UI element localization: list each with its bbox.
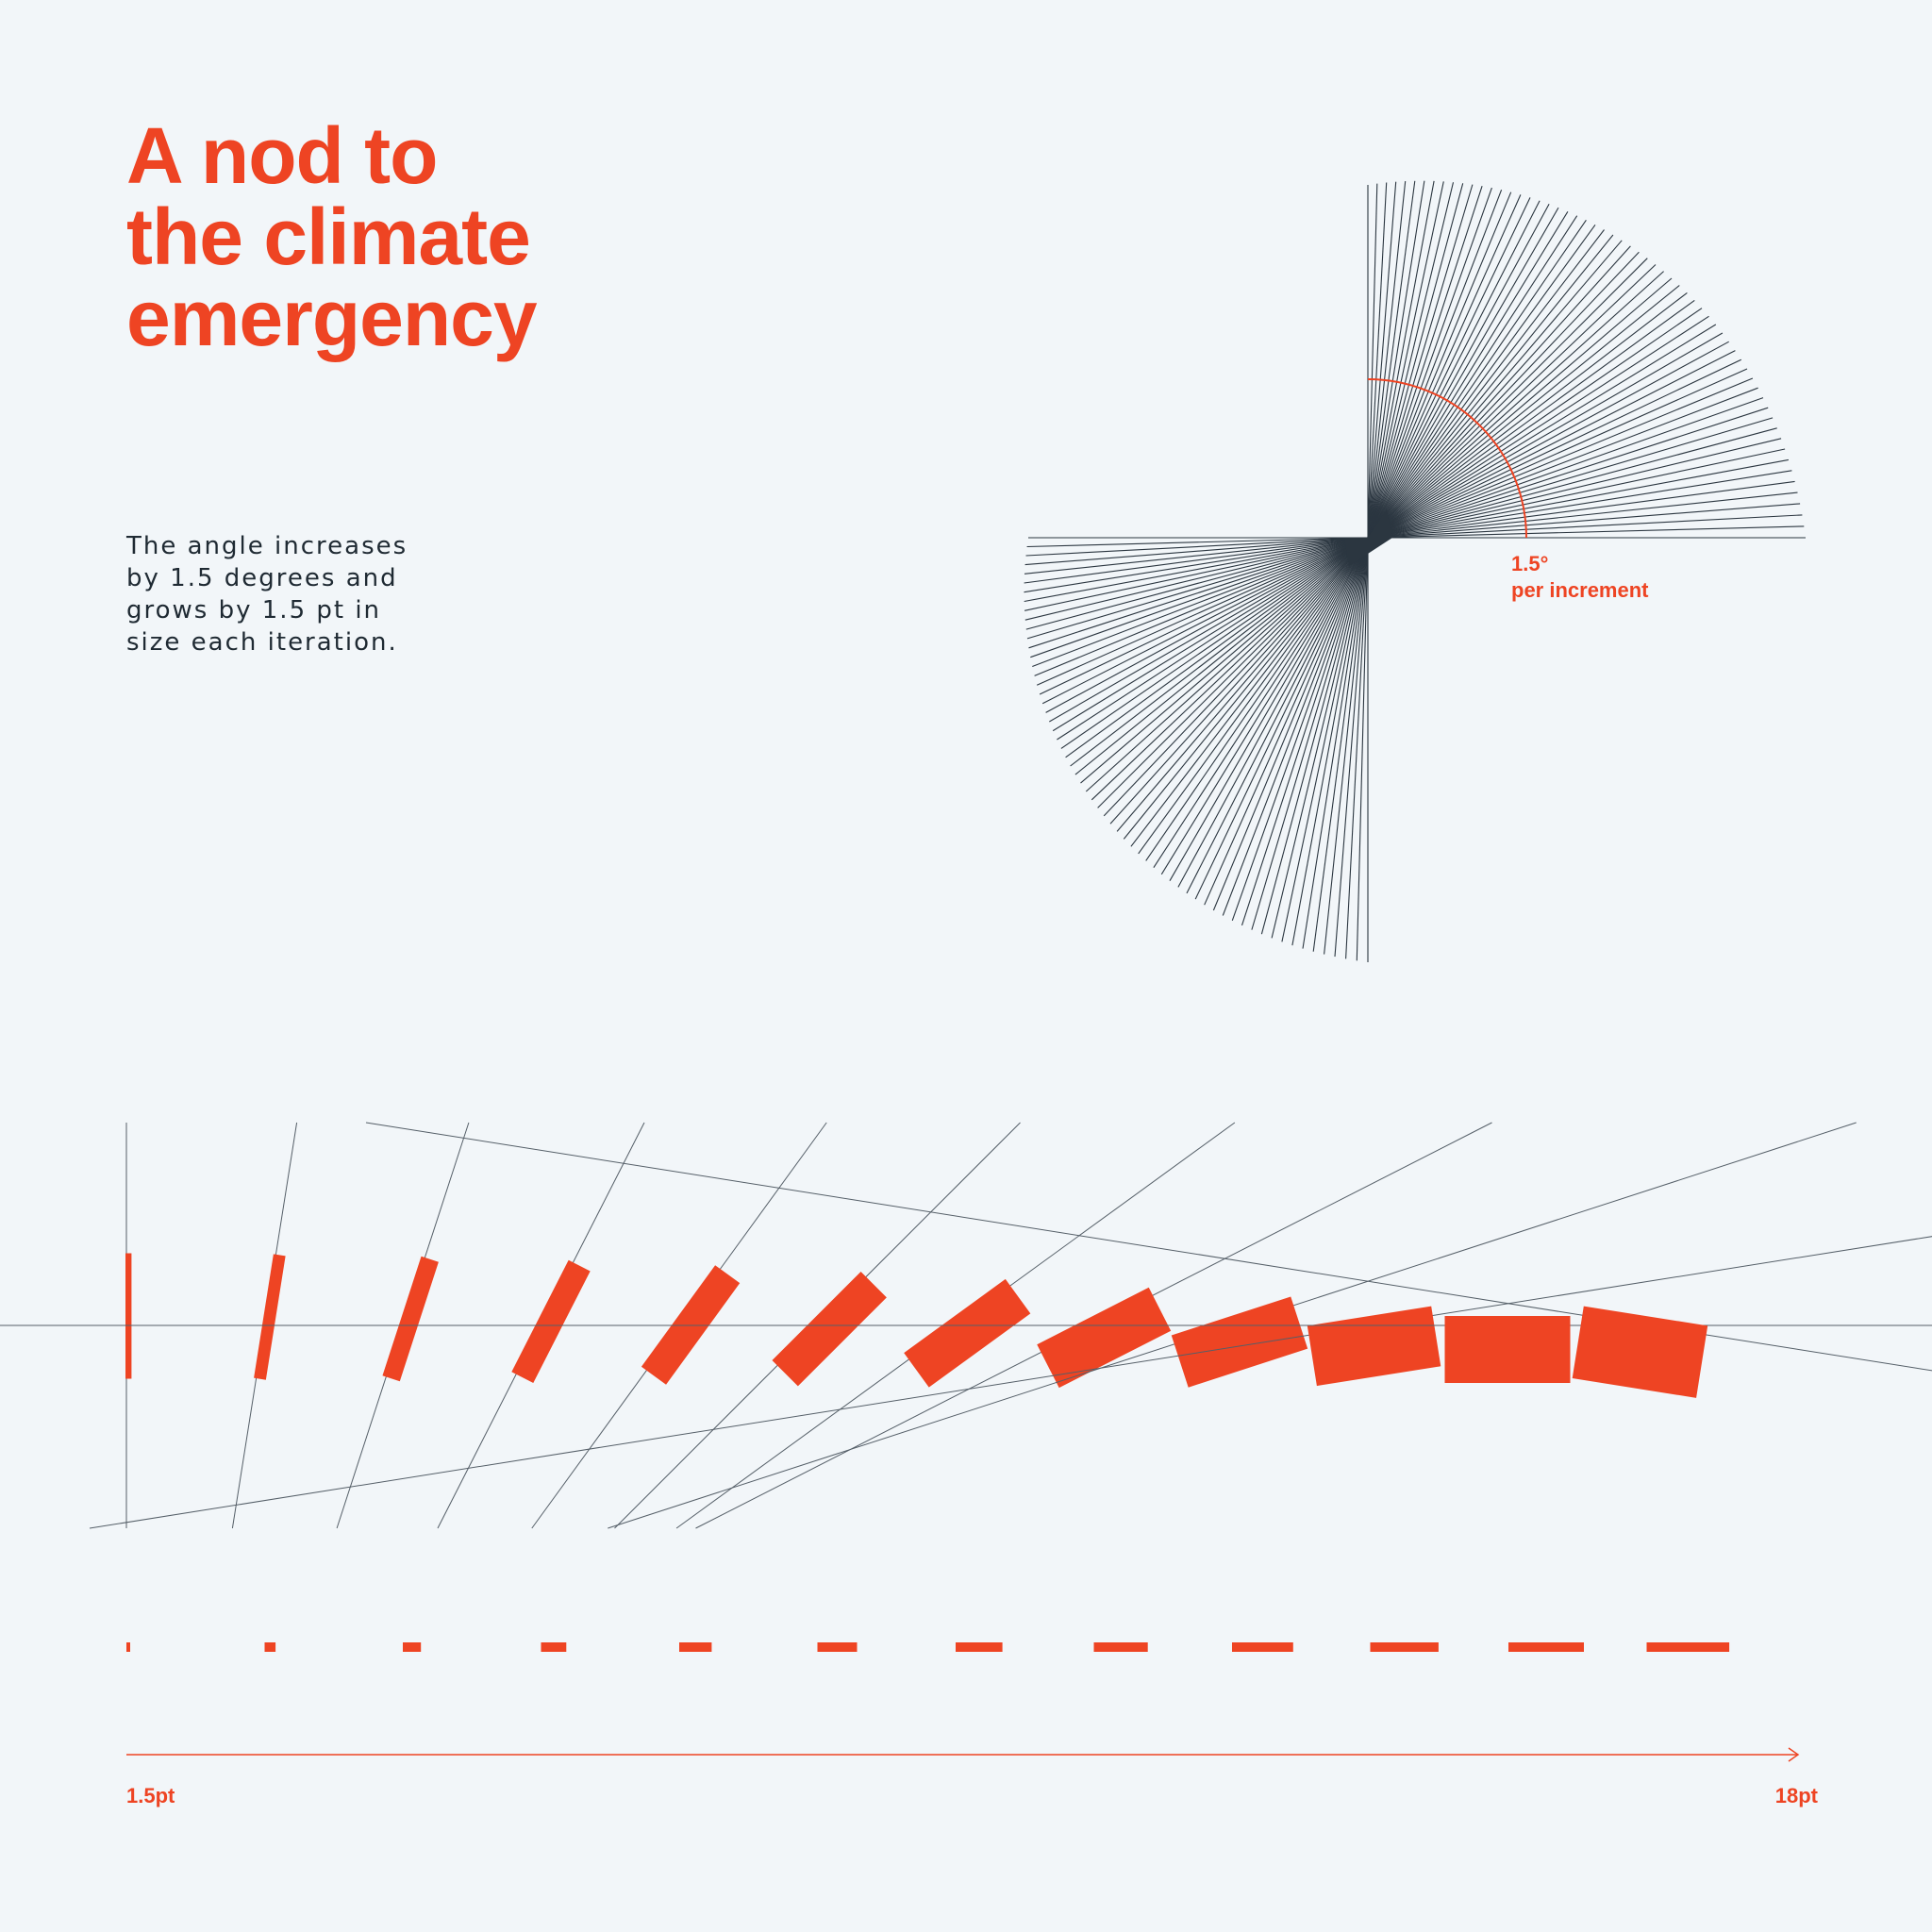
step-rectangle	[125, 1253, 132, 1379]
step-rectangle	[1171, 1296, 1308, 1388]
fan-line	[1302, 180, 1425, 949]
fan-line	[1026, 525, 1805, 548]
size-dashes	[126, 1642, 1730, 1652]
step-rectangle	[1572, 1306, 1708, 1398]
title-line: emergency	[126, 274, 538, 362]
step-rectangle	[1037, 1287, 1172, 1389]
fan-line	[1260, 183, 1464, 935]
size-dash	[403, 1642, 422, 1652]
fan-line	[1312, 180, 1416, 952]
size-dash	[1646, 1642, 1730, 1652]
fan-line	[1324, 181, 1407, 955]
fan-line	[1345, 182, 1388, 959]
size-dash	[679, 1642, 712, 1652]
arrow-head-icon	[1788, 1747, 1800, 1762]
description-line: size each iteration.	[126, 628, 398, 657]
step-rectangle	[772, 1271, 887, 1387]
fan-line	[1025, 427, 1777, 630]
size-dash	[1508, 1642, 1584, 1652]
size-dash	[956, 1642, 1003, 1652]
step-rectangle	[254, 1254, 286, 1380]
page-title: A nod to the climate emergency	[126, 111, 538, 362]
axis-start-label: 1.5pt	[126, 1784, 175, 1807]
fan-line	[1030, 397, 1764, 658]
description-line: by 1.5 degrees and	[126, 564, 398, 592]
fan-line	[1024, 470, 1792, 593]
step-rectangle	[382, 1256, 439, 1382]
size-dash	[1232, 1642, 1293, 1652]
fan-center	[1344, 509, 1392, 566]
fan-line	[1025, 514, 1803, 557]
increment-label: per increment	[1511, 578, 1649, 602]
size-dash	[817, 1642, 858, 1652]
fan-line	[1291, 180, 1435, 946]
fan-line	[1024, 448, 1786, 611]
description-line: grows by 1.5 pt in	[126, 596, 382, 625]
title-line: A nod to	[126, 111, 438, 200]
fan-line	[1028, 407, 1769, 649]
description-line: The angle increases	[126, 532, 408, 560]
size-dash	[541, 1642, 567, 1652]
fan-line	[1024, 480, 1795, 584]
fan-line	[1036, 368, 1748, 686]
step-rectangle	[1444, 1316, 1571, 1383]
fan-line	[1032, 387, 1758, 668]
fan-line	[1034, 377, 1754, 676]
size-dash	[126, 1642, 130, 1652]
fan-line	[1039, 358, 1742, 695]
angle-label: 1.5°	[1511, 552, 1548, 575]
fan-line	[1024, 458, 1790, 603]
fan-line	[1271, 182, 1455, 939]
size-dash	[264, 1642, 276, 1652]
description: The angle increases by 1.5 degrees and g…	[126, 530, 408, 658]
fan-line	[1334, 181, 1397, 958]
fan-line	[1024, 503, 1801, 566]
fan-line	[1356, 183, 1378, 961]
step-rectangle	[1307, 1306, 1441, 1387]
fan-line	[1024, 438, 1782, 621]
size-dash	[1093, 1642, 1148, 1652]
axis-end-label: 18pt	[1775, 1784, 1819, 1807]
angle-arc	[1367, 378, 1527, 539]
progression-steps	[0, 1123, 1932, 1528]
title-line: the climate	[126, 192, 531, 281]
step-rectangle	[641, 1265, 741, 1385]
size-dash	[1370, 1642, 1439, 1652]
step-rectangle	[904, 1278, 1031, 1388]
step-rectangle	[511, 1259, 591, 1383]
fan-line	[1281, 181, 1444, 942]
fan-line	[1026, 417, 1774, 640]
angle-fan	[1024, 180, 1806, 962]
fan-line	[1024, 491, 1798, 575]
